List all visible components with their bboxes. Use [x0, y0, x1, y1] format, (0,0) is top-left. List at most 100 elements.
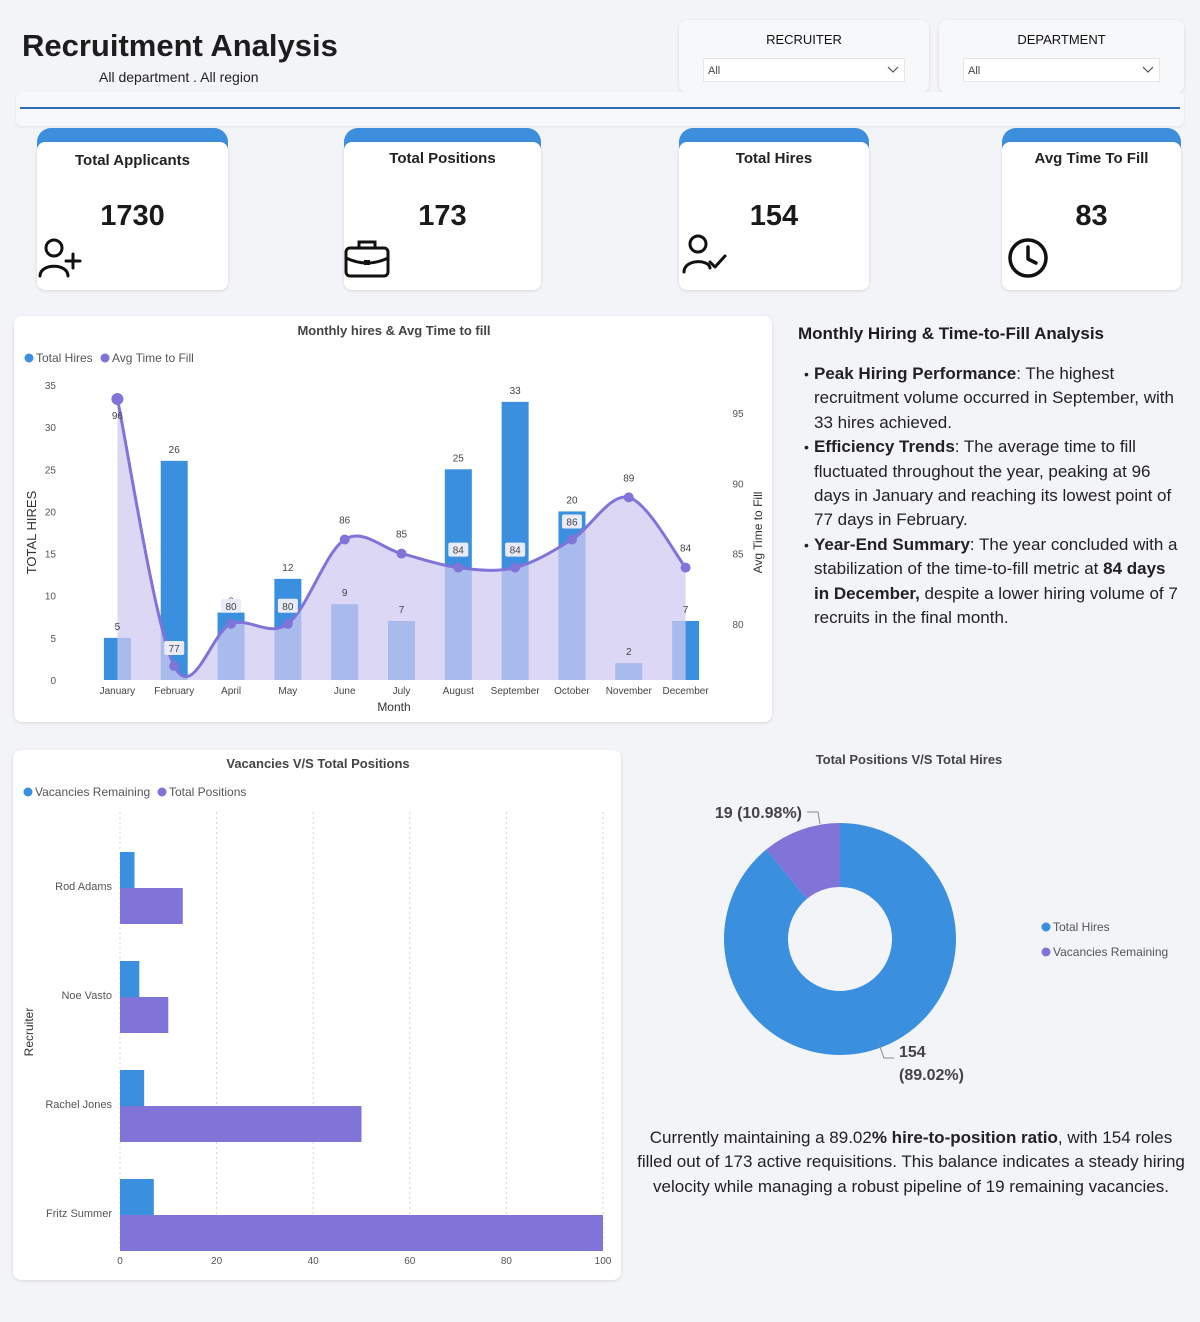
avg-time-data-label: 80	[282, 602, 294, 613]
department-filter: DEPARTMENT All	[939, 20, 1184, 93]
analysis-point: Year-End Summary: The year concluded wit…	[804, 533, 1184, 631]
analysis-panel: Monthly Hiring & Time-to-Fill Analysis P…	[778, 316, 1186, 726]
positions-hires-chart: Total Positions V/S Total Hires 19 (10.98…	[715, 752, 1168, 1084]
x-tick-label: July	[393, 686, 411, 697]
chart-title: Vacancies V/S Total Positions	[226, 756, 409, 771]
vacancies-bar	[120, 1070, 145, 1106]
slice-pct-label: (89.02%)	[899, 1067, 964, 1084]
analysis-point-highlight: 84 days in December,	[814, 559, 1166, 603]
analysis-point-heading: Efficiency Trends	[814, 437, 955, 457]
y-tick-label: 30	[45, 423, 57, 434]
label-leader	[878, 1043, 894, 1059]
x-tick-label: 40	[308, 1256, 320, 1267]
kpi-avg-time-to-fill: Avg Time To Fill 83	[1002, 128, 1181, 290]
add-user-icon	[38, 238, 82, 278]
hires-data-label: 7	[683, 605, 689, 616]
department-dropdown[interactable]: All	[963, 58, 1160, 82]
avg-time-point	[623, 492, 634, 503]
legend-marker	[1041, 922, 1051, 932]
y2-tick-label: 85	[732, 550, 744, 561]
avg-time-point	[510, 562, 521, 573]
kpi-body: Total Positions 173	[344, 142, 541, 290]
y-tick-label: Rod Adams	[55, 881, 112, 893]
chart-title: Monthly hires & Avg Time to fill	[297, 323, 490, 338]
hires-data-label: 33	[510, 386, 522, 397]
avg-time-point	[339, 534, 350, 545]
analysis-point-text: : The year concluded with a stabilizatio…	[814, 534, 1178, 579]
vacancies-bar	[120, 961, 140, 997]
x-tick-label: February	[154, 686, 194, 697]
summary-post: , with 154 roles filled out of 173 activ…	[637, 1128, 1185, 1196]
avg-time-data-label: 84	[680, 544, 692, 555]
vacancies-chart-card: Vacancies V/S Total Positions Vacancies R…	[13, 750, 621, 1280]
total-positions-bar	[120, 1106, 362, 1142]
recruiter-dropdown[interactable]: All	[703, 58, 905, 82]
monthly-hires-chart-card: Monthly hires & Avg Time to fill Total Hi…	[14, 316, 772, 722]
avg-time-data-label-box	[561, 514, 582, 529]
x-tick-label: April	[221, 686, 241, 697]
avg-time-point	[111, 393, 124, 406]
y-tick-label: 15	[45, 550, 57, 561]
x-tick-label: December	[663, 686, 710, 697]
positions-hires-chart-card: Total Positions V/S Total Hires 19 (10.98…	[636, 740, 1186, 1120]
kpi-total-applicants: Total Applicants 1730	[37, 128, 228, 290]
analysis-list: Peak Hiring Performance: The highest rec…	[804, 362, 1184, 630]
department-dropdown-value: All	[968, 65, 981, 77]
hires-data-label: 25	[453, 453, 465, 464]
avg-time-data-label-box	[277, 598, 298, 613]
y-tick-label: 10	[45, 592, 57, 603]
y-tick-label: 20	[45, 507, 57, 518]
avg-time-point	[169, 660, 180, 671]
monthly-hires-chart: Monthly hires & Avg Time to fill Total Hi…	[24, 323, 765, 714]
hires-data-label: 12	[282, 563, 294, 574]
avg-time-data-label: 86	[566, 518, 578, 529]
avg-time-data-label-box	[505, 542, 526, 557]
x-tick-label: September	[491, 686, 541, 697]
total-positions-bar	[120, 888, 183, 924]
y-tick-label: 35	[45, 381, 57, 392]
header-divider-line	[20, 107, 1180, 109]
briefcase-icon	[344, 240, 390, 278]
donut-slice	[766, 823, 840, 899]
avg-time-data-label-box	[221, 598, 242, 613]
vacancies-chart: Vacancies V/S Total Positions Vacancies R…	[22, 756, 612, 1267]
user-check-icon	[682, 234, 727, 274]
y-axis-label: TOTAL HIRES	[24, 490, 39, 574]
avg-time-data-label: 77	[169, 644, 181, 655]
slice-label: 19 (10.98%)	[715, 805, 802, 822]
summary-text: Currently maintaining a 89.02% hire-to-p…	[636, 1126, 1186, 1199]
kpi-value: 154	[749, 200, 799, 232]
page-subtitle: All department . All region	[99, 69, 259, 85]
avg-time-point	[226, 618, 237, 629]
x-axis-label: Month	[377, 700, 410, 714]
analysis-point-heading: Year-End Summary	[814, 534, 970, 554]
x-tick-label: 80	[501, 1256, 513, 1267]
y-axis-label: Recruiter	[22, 1008, 36, 1057]
avg-time-point	[566, 534, 577, 545]
hires-data-label: 26	[169, 445, 181, 456]
avg-time-data-label: 84	[510, 546, 522, 557]
y-tick-label: 0	[50, 676, 56, 687]
legend-label: Vacancies Remaining	[1053, 945, 1168, 959]
chevron-down-icon	[887, 66, 899, 73]
kpi-body: Total Applicants 1730	[37, 142, 228, 290]
y2-tick-label: 95	[732, 409, 744, 420]
y2-axis-label: Avg Time to Fill	[751, 492, 765, 574]
kpi-label: Total Hires	[735, 150, 813, 167]
kpi-label: Total Positions	[389, 150, 496, 167]
department-filter-label: DEPARTMENT	[1017, 32, 1106, 47]
vacancies-bar	[120, 1179, 154, 1215]
legend-label: Vacancies Remaining	[35, 785, 150, 799]
hires-data-label: 7	[399, 605, 405, 616]
vacancies-bar	[120, 852, 135, 888]
x-tick-label: 100	[595, 1256, 612, 1267]
legend-label: Avg Time to Fill	[112, 351, 194, 365]
x-tick-label: October	[554, 686, 590, 697]
avg-time-data-label: 96	[112, 411, 124, 422]
x-tick-label: November	[606, 686, 653, 697]
analysis-title: Monthly Hiring & Time-to-Fill Analysis	[798, 324, 1105, 343]
avg-time-data-label-box	[448, 542, 469, 557]
summary-pre: Currently maintaining a 89.02	[649, 1128, 872, 1147]
analysis-point: Efficiency Trends: The average time to f…	[804, 435, 1184, 533]
x-tick-label: 0	[117, 1256, 123, 1267]
